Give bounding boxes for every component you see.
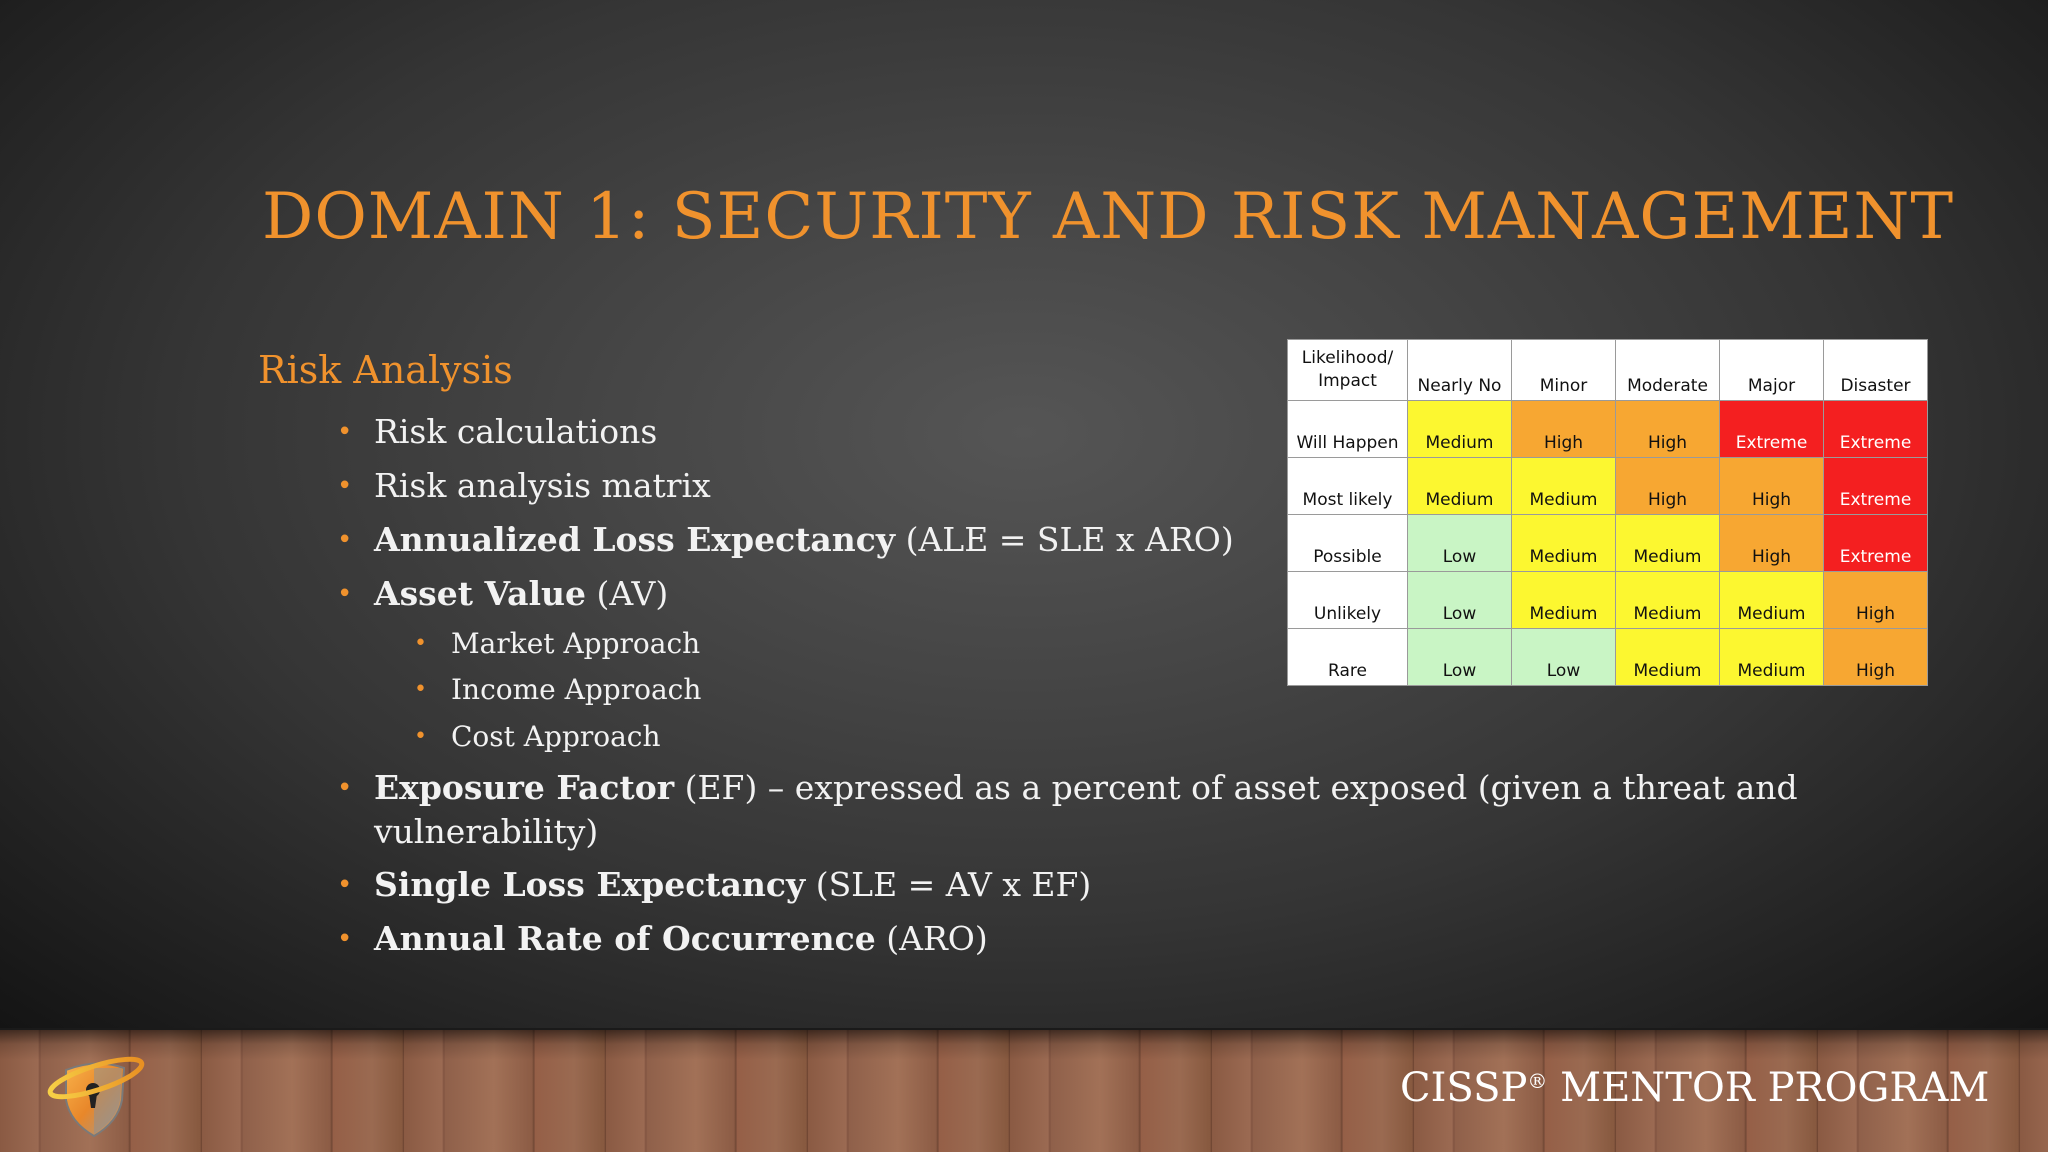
matrix-cell: Medium [1615,571,1720,629]
risk-matrix-table: Likelihood/ Impact Nearly No Minor Moder… [1287,339,1928,686]
sub-bullet-item: • Market Approach [414,625,701,663]
bullet-text: Risk calculations [374,412,658,451]
bullet-text: (AV) [585,574,669,613]
matrix-cell: Low [1407,571,1512,629]
matrix-cell: Extreme [1823,514,1928,572]
matrix-column-header: Major [1719,339,1824,401]
bullet-dot: • [337,471,353,501]
matrix-column-header: Nearly No [1407,339,1512,401]
bullet-dot: • [337,870,353,900]
matrix-column-header: Minor [1511,339,1616,401]
matrix-cell: High [1719,514,1824,572]
matrix-cell: Low [1407,628,1512,686]
matrix-cell: Medium [1407,400,1512,458]
bullet-item: • Risk calculations [337,410,658,454]
corner-label-line1: Likelihood/ [1301,348,1394,368]
matrix-cell: High [1823,571,1928,629]
matrix-cell: High [1615,457,1720,515]
bullet-bold: Asset Value [374,574,586,613]
bullet-dot: • [414,631,427,656]
sub-bullet-text: Income Approach [451,673,702,706]
shield-keyhole-logo-icon [44,1048,148,1140]
bullet-text: (ALE = SLE x ARO) [895,520,1234,559]
matrix-row: Rare Low Low Medium Medium High [1287,628,1928,686]
bullet-dot: • [337,773,353,803]
matrix-cell: Medium [1719,628,1824,686]
matrix-cell: High [1615,400,1720,458]
matrix-cell: Extreme [1823,400,1928,458]
matrix-row: Unlikely Low Medium Medium Medium High [1287,571,1928,629]
bullet-item: • Risk analysis matrix [337,464,711,508]
bullet-dot: • [414,677,427,702]
matrix-row-header: Most likely [1287,457,1408,515]
matrix-column-header: Disaster [1823,339,1928,401]
matrix-row-header: Will Happen [1287,400,1408,458]
section-heading: Risk Analysis [258,348,513,392]
matrix-row-header: Unlikely [1287,571,1408,629]
matrix-row-header: Possible [1287,514,1408,572]
matrix-cell: Medium [1615,514,1720,572]
matrix-row: Will Happen Medium High High Extreme Ext… [1287,400,1928,458]
bullet-dot: • [337,417,353,447]
matrix-cell: High [1719,457,1824,515]
registered-mark: ® [1527,1069,1548,1093]
corner-label-line2: Impact [1318,371,1377,391]
footer-brand-name: CISSP [1400,1065,1528,1111]
matrix-cell: Medium [1511,571,1616,629]
matrix-header-row: Likelihood/ Impact Nearly No Minor Moder… [1287,339,1928,401]
footer-brand: CISSP® MENTOR PROGRAM [1400,1065,1989,1111]
bullet-dot: • [337,924,353,954]
bullet-item: • Annual Rate of Occurrence (ARO) [337,917,988,961]
sub-bullet-text: Market Approach [451,627,701,660]
matrix-column-header: Moderate [1615,339,1720,401]
bullet-text: (EF) – expressed as a percent of asset e… [374,768,1798,851]
matrix-cell: Medium [1407,457,1512,515]
bullet-text: (ARO) [875,919,988,958]
bullet-item: • Annualized Loss Expectancy (ALE = SLE … [337,518,1234,562]
bullet-text: Risk analysis matrix [374,466,711,505]
matrix-corner-cell: Likelihood/ Impact [1287,339,1408,401]
footer-brand-program: MENTOR PROGRAM [1547,1065,1990,1111]
matrix-cell: High [1511,400,1616,458]
matrix-row: Most likely Medium Medium High High Extr… [1287,457,1928,515]
bullet-item: • Single Loss Expectancy (SLE = AV x EF) [337,863,1092,907]
matrix-row: Possible Low Medium Medium High Extreme [1287,514,1928,572]
matrix-cell: Low [1511,628,1616,686]
bullet-dot: • [337,579,353,609]
wood-floor [0,1030,2048,1152]
matrix-row-header: Rare [1287,628,1408,686]
matrix-cell: Medium [1511,514,1616,572]
bullet-text: (SLE = AV x EF) [805,865,1092,904]
bullet-dot: • [337,525,353,555]
bullet-dot: • [414,724,427,749]
bullet-bold: Single Loss Expectancy [374,865,806,904]
bullet-item: • Exposure Factor (EF) – expressed as a … [337,766,1874,854]
bullet-bold: Annualized Loss Expectancy [374,520,896,559]
sub-bullet-item: • Cost Approach [414,718,661,756]
bullet-bold: Annual Rate of Occurrence [374,919,876,958]
matrix-cell: Medium [1511,457,1616,515]
sub-bullet-text: Cost Approach [451,720,661,753]
matrix-cell: Extreme [1823,457,1928,515]
bullet-bold: Exposure Factor [374,768,675,807]
matrix-cell: Extreme [1719,400,1824,458]
slide-title: DOMAIN 1: SECURITY AND RISK MANAGEMENT [262,180,1955,254]
matrix-cell: Medium [1719,571,1824,629]
matrix-cell: High [1823,628,1928,686]
matrix-cell: Low [1407,514,1512,572]
sub-bullet-item: • Income Approach [414,671,702,709]
matrix-cell: Medium [1615,628,1720,686]
bullet-item: • Asset Value (AV) [337,572,669,616]
stage-edge [0,1028,2048,1031]
